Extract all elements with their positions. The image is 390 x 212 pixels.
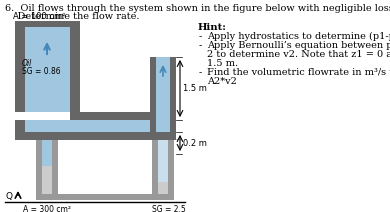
Bar: [152, 140, 158, 194]
Bar: [15, 27, 25, 112]
Text: 1.5 m: 1.5 m: [183, 84, 207, 93]
Text: Hint:: Hint:: [198, 23, 227, 32]
Bar: [150, 57, 156, 140]
Text: -: -: [199, 32, 202, 41]
Text: Oil: Oil: [22, 60, 32, 68]
Bar: [36, 194, 174, 200]
Bar: [42, 166, 52, 194]
Bar: [36, 140, 42, 194]
Bar: [15, 132, 176, 140]
Bar: [70, 27, 80, 112]
Text: 2 to determine v2. Note that z1 = 0 and v1 = 0, z2 =: 2 to determine v2. Note that z1 = 0 and …: [207, 50, 390, 59]
Bar: [15, 120, 25, 140]
Bar: [158, 140, 168, 182]
Text: Determine the flow rate.: Determine the flow rate.: [5, 12, 140, 21]
Text: A2*v2: A2*v2: [207, 77, 237, 86]
Text: -: -: [199, 41, 202, 50]
Bar: [42, 194, 168, 200]
Bar: [25, 120, 150, 132]
Bar: [15, 21, 80, 27]
Bar: [42, 140, 52, 166]
Text: SG = 0.86: SG = 0.86: [22, 67, 60, 77]
Text: Find the volumetric flowrate in m³/s using Q =: Find the volumetric flowrate in m³/s usi…: [207, 68, 390, 77]
Bar: [15, 132, 150, 140]
Bar: [52, 140, 58, 194]
Text: 1.5 m.: 1.5 m.: [207, 59, 238, 68]
Bar: [170, 57, 176, 140]
Bar: [70, 112, 150, 120]
Text: Apply Bernoulli’s equation between points 1 and: Apply Bernoulli’s equation between point…: [207, 41, 390, 50]
Text: A = 300 cm²: A = 300 cm²: [23, 205, 71, 212]
Bar: [168, 140, 174, 194]
Text: Apply hydrostatics to determine (p1-p2): Apply hydrostatics to determine (p1-p2): [207, 32, 390, 41]
Bar: [40, 139, 182, 140]
Text: 0.2 m: 0.2 m: [183, 138, 207, 148]
Text: A = 100 cm²: A = 100 cm²: [13, 12, 66, 21]
Bar: [158, 182, 168, 194]
Text: 6.  Oil flows through the system shown in the figure below with negligible losse: 6. Oil flows through the system shown in…: [5, 4, 390, 13]
Text: Q: Q: [5, 191, 12, 201]
Bar: [156, 57, 170, 140]
Bar: [25, 27, 70, 112]
Text: -: -: [199, 68, 202, 77]
Text: SG = 2.5: SG = 2.5: [152, 205, 186, 212]
